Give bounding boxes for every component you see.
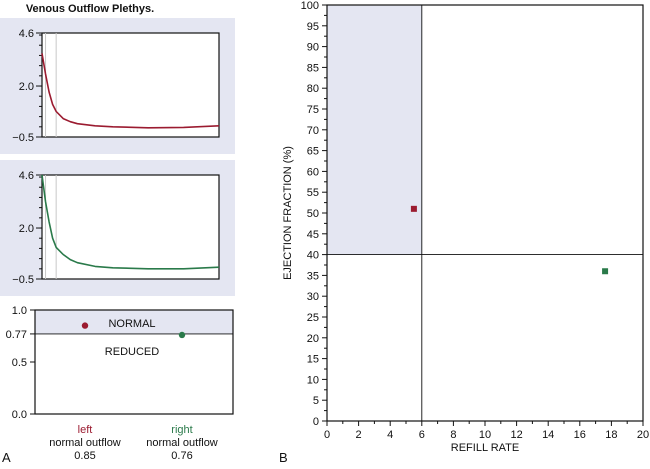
y-tick-label: 45 <box>307 229 319 241</box>
right-point <box>602 268 609 275</box>
y-tick-label: 4.6 <box>19 170 34 182</box>
left-side-label: left <box>78 424 93 436</box>
y-tick-label: 2.0 <box>19 81 34 93</box>
plot-area <box>41 32 220 138</box>
left-point <box>410 205 417 212</box>
left-curve <box>41 53 220 129</box>
normal-label: NORMAL <box>108 318 155 330</box>
y-tick-label: 4.6 <box>19 28 34 40</box>
x-tick-label: 10 <box>479 429 491 441</box>
y-tick-label: 35 <box>307 270 319 282</box>
y-tick-label: 95 <box>307 21 319 33</box>
y-tick-label: 15 <box>307 354 319 366</box>
x-tick-label: 6 <box>419 429 425 441</box>
panel-label-a: A <box>2 450 11 464</box>
y-tick-label: 50 <box>307 208 319 220</box>
y-tick-label: 25 <box>307 312 319 324</box>
y-tick-label: 75 <box>307 104 319 116</box>
y-tick-label: 20 <box>307 333 319 345</box>
y-tick-label: 70 <box>307 125 319 137</box>
left-value-label: 0.85 <box>74 450 95 462</box>
y-tick-label: 65 <box>307 146 319 158</box>
x-tick-label: 8 <box>450 429 456 441</box>
y-tick-label: 55 <box>307 187 319 199</box>
y-tick-label: 30 <box>307 291 319 303</box>
x-tick-label: 12 <box>510 429 522 441</box>
plethysmograph-right-panel: 4.6 2.0 −0.5 <box>0 160 235 296</box>
x-tick-label: 18 <box>605 429 617 441</box>
y-tick-label: 100 <box>301 0 319 12</box>
plethys-title: Venous Outflow Plethys. <box>26 3 154 15</box>
x-tick-label: 14 <box>542 429 554 441</box>
y-tick-label: 0 <box>313 416 319 428</box>
y-tick-label: 5 <box>313 395 319 407</box>
plethysmograph-left-panel: 4.6 2.0 −0.5 <box>0 18 235 154</box>
x-tick-label: 4 <box>387 429 393 441</box>
left-category-label: normal outflow <box>49 437 121 449</box>
reduced-label: REDUCED <box>105 346 159 358</box>
x-tick-label: 20 <box>637 429 649 441</box>
x-tick-label: 2 <box>356 429 362 441</box>
y-tick-label: 10 <box>307 374 319 386</box>
y-tick-label: 40 <box>307 250 319 262</box>
right-curve <box>41 174 220 270</box>
right-category-label: normal outflow <box>146 437 218 449</box>
plot-area <box>41 174 220 280</box>
y-tick-label: 0.0 <box>12 409 27 421</box>
y-axis-label: EJECTION FRACTION (%) <box>282 146 294 280</box>
y-tick-label: 85 <box>307 62 319 74</box>
right-side-label: right <box>171 424 192 436</box>
x-axis-label: REFILL RATE <box>451 442 519 454</box>
shaded-region <box>327 5 422 255</box>
y-tick-label: 2.0 <box>19 223 34 235</box>
ejection-refill-chart: 0510152025303540455055606570758085909510… <box>282 0 649 454</box>
y-tick-label: −0.5 <box>12 132 34 144</box>
right-point <box>178 331 186 339</box>
y-tick-label: 0.5 <box>12 357 27 369</box>
y-tick-label: 0.77 <box>6 329 27 341</box>
y-tick-label: 60 <box>307 166 319 178</box>
panel-label-b: B <box>279 450 288 464</box>
y-tick-label: 90 <box>307 42 319 54</box>
y-tick-label: 1.0 <box>12 305 27 317</box>
right-value-label: 0.76 <box>171 450 192 462</box>
y-tick-label: 80 <box>307 83 319 95</box>
y-tick-label: −0.5 <box>12 274 34 286</box>
x-tick-label: 0 <box>324 429 330 441</box>
x-tick-label: 16 <box>574 429 586 441</box>
left-point <box>81 322 89 329</box>
